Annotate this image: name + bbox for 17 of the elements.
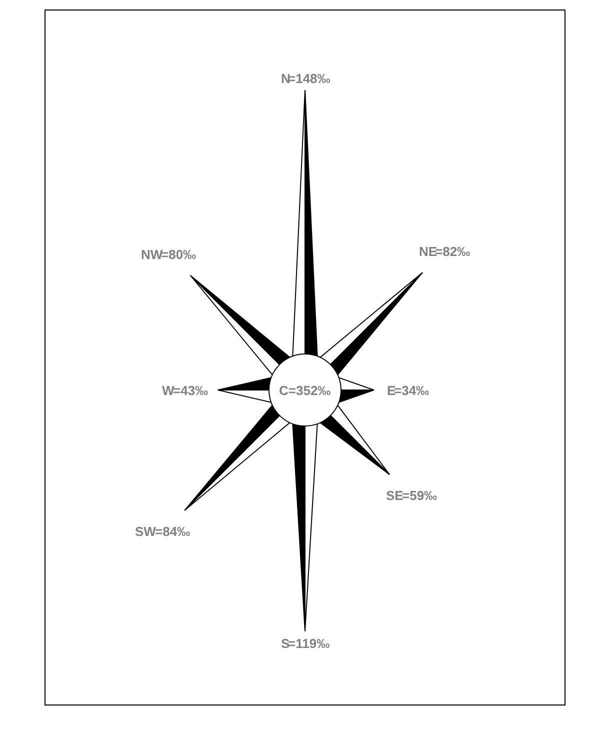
- category-label: SW: [135, 524, 157, 539]
- category-label: NW: [141, 247, 164, 262]
- category-label: SE: [386, 488, 404, 503]
- data-label: =119‰: [288, 636, 330, 651]
- data-label: =80‰: [161, 247, 196, 262]
- data-label: =148‰: [288, 71, 330, 86]
- data-label: =34‰: [394, 383, 430, 398]
- category-label: W: [162, 383, 175, 398]
- data-label: =82‰: [435, 244, 470, 259]
- data-label: =59‰: [402, 488, 438, 503]
- text: C=352‰: [279, 383, 331, 398]
- category-label: S: [281, 636, 290, 651]
- category-label: N: [281, 71, 290, 86]
- data-label: =43‰: [173, 383, 208, 398]
- category-label: NE: [419, 244, 438, 259]
- category-label: E: [387, 383, 396, 398]
- data-label: =84‰: [155, 524, 190, 539]
